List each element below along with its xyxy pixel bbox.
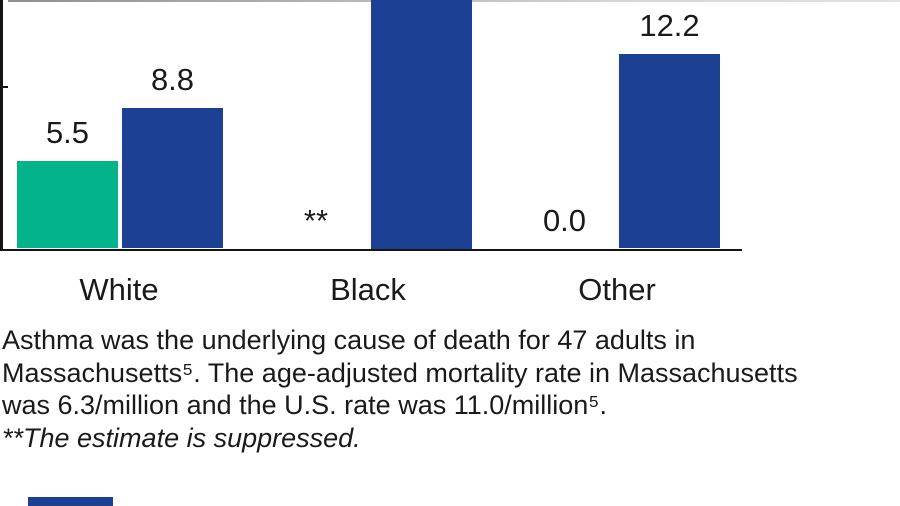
footnote-line-3: was 6.3/million and the U.S. rate was 11…	[2, 390, 607, 420]
bar-other-series-blue	[619, 53, 720, 249]
value-label-white-series-green: 5.5	[45, 114, 90, 150]
chart-footnotes: Asthma was the underlying cause of death…	[2, 324, 882, 454]
category-label-other: Other	[578, 272, 656, 307]
bar-black-series-blue	[370, 0, 472, 249]
footnote-line-1: Asthma was the underlying cause of death…	[2, 325, 696, 355]
value-label-white-series-blue: 8.8	[150, 62, 195, 98]
next-chart-bar-fragment	[28, 497, 113, 506]
y-axis-tick	[0, 85, 8, 88]
bar-white-series-green	[17, 160, 118, 249]
category-label-white: White	[79, 272, 159, 307]
category-label-black: Black	[330, 272, 406, 307]
footnote-suppressed-note: **The estimate is suppressed.	[2, 422, 361, 453]
bar-white-series-blue	[122, 108, 223, 249]
value-label-other-series-blue: 12.2	[639, 7, 700, 43]
footnote-line-2: Massachusetts⁵. The age-adjusted mortali…	[2, 357, 798, 388]
mortality-bar-chart: 5.5 8.8 ** 0.0 12.2	[0, 0, 900, 252]
value-label-other-series-green: 0.0	[542, 202, 587, 238]
value-label-black-series-green: **	[303, 202, 329, 238]
x-axis-line	[0, 248, 742, 251]
y-axis-line	[0, 0, 3, 250]
